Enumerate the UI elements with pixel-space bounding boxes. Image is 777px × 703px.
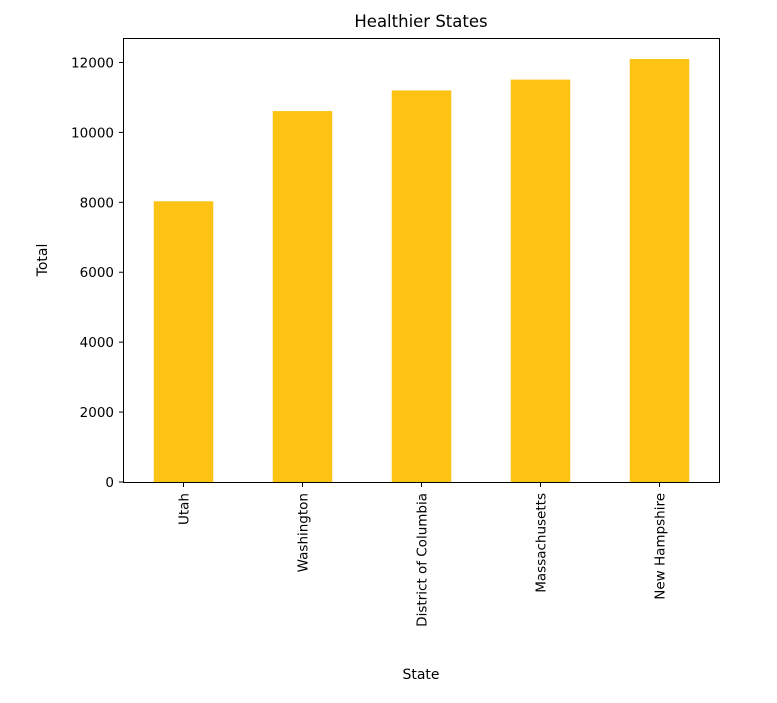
y-tick-label: 12000 — [71, 55, 114, 71]
x-tick-label: Utah — [177, 493, 193, 525]
x-tick-label: District of Columbia — [415, 493, 431, 627]
y-tick-label: 6000 — [80, 265, 114, 281]
y-tick-label: 4000 — [80, 335, 114, 351]
x-tick-label: Washington — [296, 493, 312, 572]
x-axis-label: State — [402, 667, 439, 683]
y-tick-label: 0 — [105, 475, 114, 491]
y-tick-label: 10000 — [71, 125, 114, 141]
chart-title: Healthier States — [354, 12, 487, 31]
bar-massachusetts — [510, 79, 571, 482]
y-tick-label: 8000 — [80, 195, 114, 211]
y-tick-label: 2000 — [80, 405, 114, 421]
y-axis-label: Total — [35, 244, 51, 278]
bar-washington — [272, 111, 333, 482]
x-axis: Utah Washington District of Columbia Massac… — [177, 482, 669, 627]
bar-district-of-columbia — [391, 90, 452, 482]
bar-utah — [153, 201, 214, 482]
bar-new-hampshire — [629, 58, 690, 482]
y-axis: 0 2000 4000 6000 8000 10000 12000 — [71, 55, 124, 491]
bars-layer — [153, 58, 690, 482]
x-tick-label: Massachusetts — [534, 493, 550, 593]
x-tick-label: New Hampshire — [653, 493, 669, 600]
